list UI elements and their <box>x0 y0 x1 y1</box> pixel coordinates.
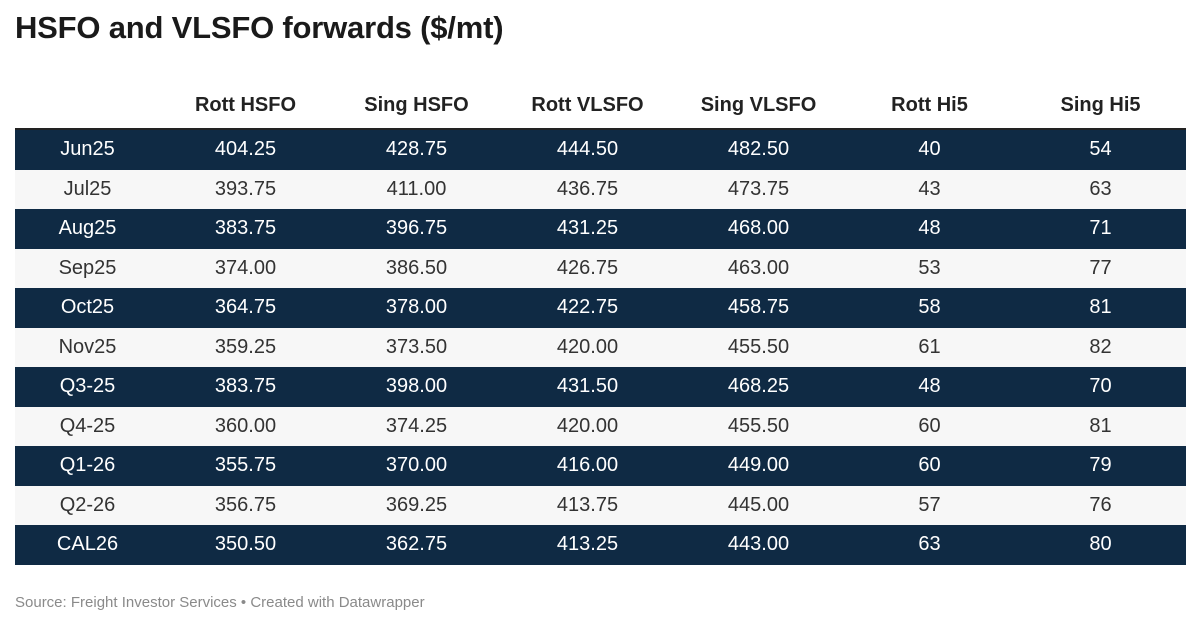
table-cell: 420.00 <box>556 335 619 358</box>
table-cell: 436.75 <box>556 177 619 200</box>
row-label: Q3-25 <box>59 375 116 398</box>
table-cell: 362.75 <box>385 533 448 556</box>
table-row: Aug25 383.75 396.75 431.25 468.00 48 71 <box>15 209 1186 249</box>
table-cell: 396.75 <box>385 217 448 240</box>
table-cell: 383.75 <box>214 375 277 398</box>
table-cell: 431.25 <box>556 217 619 240</box>
table-cell: 413.25 <box>556 533 619 556</box>
table-cell: 58 <box>918 296 941 319</box>
table-cell: 70 <box>1089 375 1112 398</box>
table-cell: 443.00 <box>727 533 790 556</box>
table-cell: 374.25 <box>385 414 448 437</box>
table-cell: 428.75 <box>385 138 448 161</box>
table-cell: 370.00 <box>385 454 448 477</box>
row-label: Jun25 <box>60 138 115 161</box>
table-cell: 404.25 <box>214 138 277 161</box>
table-cell: 444.50 <box>556 138 619 161</box>
row-label: Aug25 <box>58 217 117 240</box>
table-cell: 79 <box>1089 454 1112 477</box>
table-header-row: Rott HSFO Sing HSFO Rott VLSFO Sing VLSFO Ro… <box>15 82 1186 130</box>
table-cell: 426.75 <box>556 256 619 279</box>
row-label: Oct25 <box>60 296 115 319</box>
table-cell: 420.00 <box>556 414 619 437</box>
table-cell: 80 <box>1089 533 1112 556</box>
row-label: CAL26 <box>56 533 119 556</box>
table-cell: 81 <box>1089 296 1112 319</box>
table-cell: 356.75 <box>214 493 277 516</box>
table-cell: 455.50 <box>727 335 790 358</box>
table-cell: 378.00 <box>385 296 448 319</box>
table-cell: 411.00 <box>386 177 447 200</box>
table-cell: 40 <box>918 138 941 161</box>
table-cell: 386.50 <box>385 256 448 279</box>
table-row: Q4-25 360.00 374.25 420.00 455.50 60 81 <box>15 406 1186 446</box>
table-cell: 63 <box>1089 177 1112 200</box>
table-cell: 48 <box>918 217 941 240</box>
table-cell: 82 <box>1089 335 1112 358</box>
table-cell: 359.25 <box>214 335 277 358</box>
table-cell: 364.75 <box>214 296 277 319</box>
row-label: Sep25 <box>58 256 117 279</box>
table-row: Oct25 364.75 378.00 422.75 458.75 58 81 <box>15 288 1186 328</box>
table-cell: 77 <box>1089 256 1112 279</box>
table-cell: 81 <box>1089 414 1112 437</box>
table-cell: 360.00 <box>214 414 277 437</box>
table-cell: 53 <box>918 256 941 279</box>
row-label: Q4-25 <box>59 414 116 437</box>
table-cell: 63 <box>918 533 941 556</box>
table-cell: 355.75 <box>214 454 277 477</box>
chart-title: HSFO and VLSFO forwards ($/mt) <box>15 10 504 45</box>
table-cell: 422.75 <box>556 296 619 319</box>
table-row: Jun25 404.25 428.75 444.50 482.50 40 54 <box>15 130 1186 170</box>
table-cell: 468.00 <box>727 217 790 240</box>
table-cell: 413.75 <box>556 493 619 516</box>
table-cell: 60 <box>918 414 941 437</box>
table-row: Nov25 359.25 373.50 420.00 455.50 61 82 <box>15 327 1186 367</box>
column-header: Rott Hi5 <box>891 93 968 116</box>
column-header: Rott VLSFO <box>531 93 644 116</box>
table-cell: 482.50 <box>727 138 790 161</box>
column-header: Sing VLSFO <box>700 93 817 116</box>
table-cell: 71 <box>1089 217 1112 240</box>
row-label: Jul25 <box>63 177 112 200</box>
table-cell: 455.50 <box>727 414 790 437</box>
row-label: Nov25 <box>58 335 117 358</box>
table-cell: 60 <box>918 454 941 477</box>
table-cell: 463.00 <box>727 256 790 279</box>
table-row: Q1-26 355.75 370.00 416.00 449.00 60 79 <box>15 446 1186 486</box>
forwards-table: Rott HSFO Sing HSFO Rott VLSFO Sing VLSFO Ro… <box>15 82 1186 565</box>
table-cell: 373.50 <box>385 335 448 358</box>
table-row: Q3-25 383.75 398.00 431.50 468.25 48 70 <box>15 367 1186 407</box>
row-label: Q1-26 <box>59 454 116 477</box>
table-cell: 449.00 <box>727 454 790 477</box>
table-cell: 445.00 <box>727 493 790 516</box>
table-cell: 398.00 <box>385 375 448 398</box>
table-cell: 458.75 <box>727 296 790 319</box>
column-header: Rott HSFO <box>194 93 297 116</box>
source-note: Source: Freight Investor Services • Crea… <box>15 594 425 611</box>
column-header: Sing Hi5 <box>1060 93 1141 116</box>
table-cell: 374.00 <box>214 256 277 279</box>
table-cell: 383.75 <box>214 217 277 240</box>
table-cell: 431.50 <box>556 375 619 398</box>
table-cell: 57 <box>918 493 941 516</box>
table-cell: 48 <box>918 375 941 398</box>
table-cell: 393.75 <box>214 177 277 200</box>
table-cell: 54 <box>1089 138 1112 161</box>
table-row: Jul25 393.75 411.00 436.75 473.75 43 63 <box>15 169 1186 209</box>
table-body: Jun25 404.25 428.75 444.50 482.50 40 54 Jul25 39… <box>15 130 1186 565</box>
table-row: Q2-26 356.75 369.25 413.75 445.00 57 76 <box>15 485 1186 525</box>
table-cell: 61 <box>918 335 941 358</box>
table-cell: 468.25 <box>727 375 790 398</box>
table-cell: 369.25 <box>385 493 448 516</box>
table-cell: 350.50 <box>214 533 277 556</box>
table-cell: 416.00 <box>556 454 619 477</box>
column-header: Sing HSFO <box>364 93 469 116</box>
table-cell: 76 <box>1089 493 1112 516</box>
table-row: Sep25 374.00 386.50 426.75 463.00 53 77 <box>15 248 1186 288</box>
table-cell: 43 <box>918 177 941 200</box>
row-label: Q2-26 <box>59 493 116 516</box>
table-row: CAL26 350.50 362.75 413.25 443.00 63 80 <box>15 525 1186 565</box>
table-cell: 473.75 <box>727 177 790 200</box>
